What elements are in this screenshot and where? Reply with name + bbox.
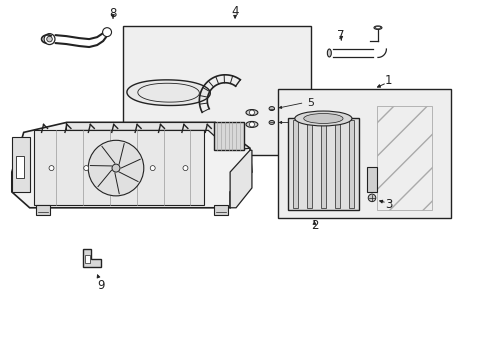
Bar (214, 205, 228, 215)
Text: 1: 1 (385, 74, 392, 87)
Ellipse shape (268, 121, 274, 125)
Ellipse shape (326, 49, 331, 57)
Bar (287, 118, 358, 210)
Text: 2: 2 (310, 219, 318, 232)
Text: 6: 6 (307, 117, 314, 127)
Polygon shape (66, 122, 249, 150)
Ellipse shape (303, 113, 343, 123)
Circle shape (47, 36, 52, 42)
Bar (214, 122, 244, 150)
Ellipse shape (373, 26, 381, 30)
Circle shape (49, 166, 54, 171)
Circle shape (183, 166, 187, 171)
Bar (320, 121, 325, 208)
Polygon shape (126, 80, 210, 105)
Polygon shape (230, 150, 251, 208)
Bar (34, 130, 204, 205)
Text: 4: 4 (231, 5, 238, 18)
Text: 3: 3 (385, 198, 392, 211)
Circle shape (150, 166, 155, 171)
Ellipse shape (294, 111, 351, 126)
Bar (366, 167, 376, 192)
Text: 5: 5 (307, 98, 314, 108)
Bar (36, 205, 49, 215)
Ellipse shape (374, 27, 380, 29)
Bar (292, 121, 298, 208)
Text: 9: 9 (97, 279, 104, 292)
Ellipse shape (268, 107, 274, 111)
Circle shape (102, 28, 111, 37)
Circle shape (249, 122, 254, 127)
Bar (306, 121, 311, 208)
Bar (277, 89, 450, 218)
Bar (348, 121, 353, 208)
Circle shape (88, 140, 143, 196)
Bar (16, 156, 24, 178)
Circle shape (83, 166, 88, 171)
Bar (85, 255, 90, 264)
Circle shape (249, 110, 254, 115)
Bar (122, 26, 311, 155)
Ellipse shape (245, 109, 257, 116)
Circle shape (367, 194, 375, 202)
Bar (334, 121, 339, 208)
Circle shape (112, 164, 120, 172)
Circle shape (44, 33, 55, 45)
Text: 8: 8 (109, 7, 117, 20)
Text: 7: 7 (337, 29, 345, 42)
Ellipse shape (245, 121, 257, 127)
Bar (12, 137, 30, 192)
Polygon shape (83, 249, 101, 267)
Bar (376, 105, 431, 210)
Polygon shape (12, 122, 251, 208)
